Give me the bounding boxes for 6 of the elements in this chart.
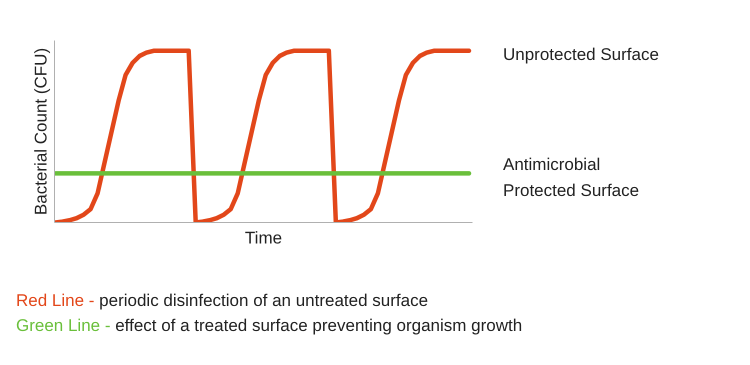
- text: Green Line - effect of a treated surface preventing organism growth: [16, 315, 522, 337]
- x-axis-title: Time: [244, 228, 282, 248]
- text: Antimicrobial Protected Surface: [503, 154, 640, 202]
- text: Unprotected Surface: [503, 44, 659, 66]
- y-axis-title: Bacterial Count (CFU): [32, 48, 50, 216]
- text: Red Line - periodic disinfection of an untreated surface: [16, 290, 430, 312]
